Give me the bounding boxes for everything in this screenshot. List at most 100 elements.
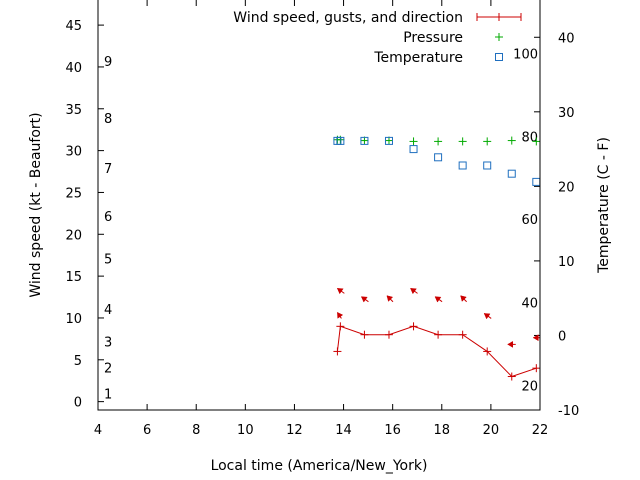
- wind-direction-arrow-head: [337, 312, 344, 319]
- pressure-point: [434, 137, 443, 146]
- wind-speed-point: [458, 330, 467, 339]
- pressure-point: [458, 137, 467, 146]
- y-right-tick-label: 40: [558, 31, 575, 46]
- wind-direction-arrow: [361, 296, 369, 303]
- beaufort-label: 8: [104, 112, 112, 127]
- fahrenheit-label: 40: [521, 297, 538, 312]
- pressure-point: [507, 136, 516, 145]
- legend: Wind speed, gusts, and direction Pressur…: [233, 10, 522, 66]
- plot-frame: [97, 0, 541, 411]
- x-tick-label: 14: [335, 423, 352, 438]
- wind-direction-arrow: [483, 313, 492, 320]
- x-tick-label: 12: [286, 423, 303, 438]
- x-tick-label: 8: [192, 423, 200, 438]
- y-right-tick-label: 30: [558, 106, 575, 121]
- series-layer: [333, 135, 541, 381]
- wind-speed-point: [384, 330, 393, 339]
- legend-pressure-label: Pressure: [403, 30, 463, 46]
- legend-wind-point: [495, 13, 503, 21]
- beaufort-label: 3: [104, 335, 112, 350]
- legend-temperature-label: Temperature: [373, 50, 463, 66]
- legend-pressure-point: [495, 33, 503, 41]
- x-tick-label: 22: [532, 423, 549, 438]
- wind-direction-arrow-head: [361, 296, 368, 303]
- wind-speed-point: [360, 330, 369, 339]
- legend-wind-label: Wind speed, gusts, and direction: [233, 10, 463, 26]
- temperature-point: [336, 136, 345, 145]
- temperature-point: [434, 153, 443, 162]
- wind-direction-arrow-head: [532, 334, 539, 342]
- temperature-point: [483, 161, 492, 170]
- y-right-tick-label: 0: [558, 329, 566, 344]
- x-axis-label: Local time (America/New_York): [211, 458, 428, 474]
- fahrenheit-label: 80: [521, 130, 538, 145]
- wind-direction-arrow-head: [507, 340, 514, 348]
- wind-direction-arrow-head: [386, 295, 394, 302]
- legend-temperature-sample: [495, 53, 503, 61]
- beaufort-label: 6: [104, 210, 112, 225]
- wind-speed-point: [434, 330, 443, 339]
- y-left-tick-label: 45: [65, 19, 82, 34]
- pressure-point: [360, 136, 369, 145]
- wind-direction-arrow-head: [410, 288, 417, 295]
- wind-direction-arrow-head: [460, 295, 467, 302]
- temperature-point: [384, 136, 393, 145]
- wind-direction-arrow-head: [336, 288, 344, 295]
- pressure-point: [483, 137, 492, 146]
- wind-direction-arrow-head: [434, 296, 442, 303]
- beaufort-label: 7: [104, 162, 112, 177]
- wind-speed-point: [333, 347, 342, 356]
- fahrenheit-label: 100: [513, 48, 538, 63]
- y-right-tick-label: 10: [558, 255, 575, 270]
- y-axis-left-label: Wind speed (kt - Beaufort): [28, 112, 44, 297]
- y-right-tick-label: -10: [558, 404, 579, 419]
- wind-direction-arrow: [386, 295, 394, 303]
- legend-temperature-point: [495, 53, 503, 61]
- wind-speed-point: [483, 347, 492, 356]
- fahrenheit-label: 60: [521, 213, 538, 228]
- y-left-tick-label: 40: [65, 61, 82, 76]
- x-tick-label: 20: [483, 423, 500, 438]
- fahrenheit-label: 20: [521, 379, 538, 394]
- legend-pressure-sample: [495, 33, 503, 41]
- y-left-tick-label: 10: [65, 312, 82, 327]
- beaufort-label: 9: [104, 55, 112, 70]
- y-axis-right-label: Temperature (C - F): [596, 137, 612, 274]
- wind-speed-point: [336, 322, 345, 331]
- legend-wind-sample: [476, 13, 522, 21]
- temperature-point: [409, 145, 418, 154]
- y-left-tick-label: 20: [65, 228, 82, 243]
- x-tick-label: 18: [434, 423, 451, 438]
- y-left-tick-label: 25: [65, 186, 82, 201]
- pressure-point: [384, 136, 393, 145]
- beaufort-label: 1: [104, 387, 112, 402]
- pressure-point: [532, 137, 541, 146]
- wind-direction-arrow: [460, 295, 468, 303]
- wind-speed-point: [532, 364, 541, 373]
- temperature-point: [507, 169, 516, 178]
- wind-direction-arrow: [434, 296, 443, 303]
- wind-speed-line: [336, 325, 537, 378]
- y-left-tick-label: 15: [65, 270, 82, 285]
- beaufort-label: 5: [104, 253, 112, 268]
- axis-ticks: [97, 0, 541, 411]
- wind-speed-point: [409, 322, 418, 331]
- y-left-tick-label: 35: [65, 103, 82, 118]
- y-left-tick-label: 30: [65, 145, 82, 160]
- y-left-tick-label: 0: [74, 396, 82, 411]
- temperature-point: [360, 136, 369, 145]
- wind-direction-arrow: [336, 287, 345, 295]
- wind-direction-arrow: [337, 312, 344, 319]
- x-tick-label: 4: [94, 423, 102, 438]
- temperature-point: [532, 177, 541, 186]
- x-tick-label: 10: [237, 423, 254, 438]
- wind-speed-point: [507, 372, 516, 381]
- y-right-tick-label: 20: [558, 180, 575, 195]
- wind-direction-arrow: [410, 287, 418, 295]
- x-tick-label: 6: [143, 423, 151, 438]
- axis-tick-labels: 4 6 8 10 12 14 16 18 20 22051015202530354045-1001…: [65, 19, 579, 438]
- wind-direction-arrow: [507, 340, 516, 348]
- wind-direction-arrow: [532, 334, 541, 342]
- y-left-tick-label: 5: [74, 354, 82, 369]
